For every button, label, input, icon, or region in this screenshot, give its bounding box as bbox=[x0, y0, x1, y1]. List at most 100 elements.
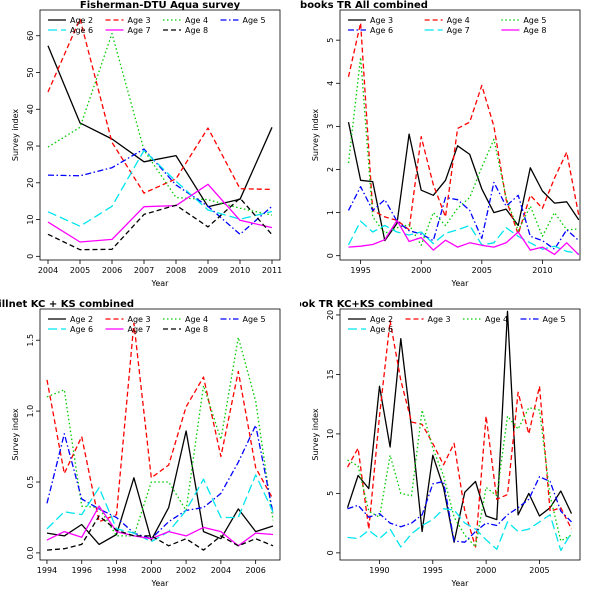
legend-label: Age 4 bbox=[447, 16, 470, 25]
x-tick-label: 1995 bbox=[350, 266, 370, 275]
chart-panel-3: ks Gillnet KC + KS combined 1994 1996 1998 2… bbox=[0, 299, 281, 588]
y-axis-title: Survey index bbox=[11, 408, 20, 461]
x-tick-label: 2000 bbox=[141, 566, 161, 575]
x-tick-label: 1994 bbox=[37, 566, 57, 575]
y-tick-label: 0 bbox=[26, 254, 35, 259]
panel-title: books TR All combined bbox=[300, 0, 428, 11]
series-line-age-2 bbox=[46, 430, 274, 546]
legend-label: Age 4 bbox=[185, 16, 208, 25]
plot-frame bbox=[339, 308, 581, 561]
series-line-age-3 bbox=[46, 322, 274, 523]
series-line-age-5 bbox=[46, 424, 274, 540]
y-tick-label: 0 bbox=[326, 253, 335, 258]
series-line-age-6 bbox=[347, 181, 580, 250]
x-tick-label: 2000 bbox=[476, 566, 496, 575]
y-tick-label: 5 bbox=[326, 38, 335, 43]
series-line-age-7 bbox=[47, 183, 273, 243]
x-tick-label: 1998 bbox=[106, 566, 126, 575]
series-line-age-8 bbox=[46, 515, 274, 551]
legend-label: Age 8 bbox=[185, 26, 208, 35]
legend-label: Age 3 bbox=[428, 315, 451, 324]
x-tick-label: 2006 bbox=[245, 566, 265, 575]
series-line-age-5 bbox=[347, 476, 572, 543]
y-tick-label: 2 bbox=[326, 167, 335, 172]
x-tick-label: 2010 bbox=[230, 266, 250, 275]
series-line-age-4 bbox=[347, 407, 572, 548]
plot-frame bbox=[39, 9, 281, 261]
legend-label: Age 6 bbox=[370, 26, 393, 35]
x-tick-label: 2005 bbox=[529, 566, 549, 575]
legend-label: Age 2 bbox=[70, 315, 93, 324]
x-axis-title: Year bbox=[451, 279, 470, 288]
x-tick-label: 2000 bbox=[411, 266, 431, 275]
series-line-age-6 bbox=[347, 508, 573, 552]
series-line-age-6 bbox=[46, 474, 274, 543]
series-line-age-7 bbox=[46, 505, 274, 547]
y-axis-title: Survey index bbox=[311, 109, 320, 162]
y-tick-label: 10 bbox=[326, 429, 335, 439]
legend-label: Age 4 bbox=[185, 315, 208, 324]
x-tick-label: 2011 bbox=[262, 266, 282, 275]
series-line-age-4 bbox=[46, 336, 274, 537]
series-line-age-3 bbox=[346, 320, 573, 548]
x-tick-label: 1995 bbox=[423, 566, 443, 575]
y-tick-label: 5 bbox=[326, 491, 335, 496]
y-tick-label: 10 bbox=[26, 214, 35, 224]
legend-label: Age 3 bbox=[128, 315, 151, 324]
y-tick-label: 15 bbox=[326, 369, 335, 379]
series-line-age-4 bbox=[347, 22, 580, 235]
series-line-age-3 bbox=[347, 121, 580, 242]
series-line-age-2 bbox=[47, 45, 273, 208]
legend-label: Age 7 bbox=[128, 325, 151, 334]
legend-label: Age 7 bbox=[128, 26, 151, 35]
x-tick-label: 2006 bbox=[102, 266, 122, 275]
y-tick-label: 3 bbox=[326, 124, 335, 129]
y-axis-title: Survey index bbox=[11, 109, 20, 162]
y-tick-label: 20 bbox=[26, 178, 35, 188]
series-line-age-6 bbox=[47, 149, 273, 227]
x-tick-label: 2009 bbox=[198, 266, 218, 275]
chart-panel-2: books TR All combined 1995 2000 2005 2010 0 1 2… bbox=[300, 0, 581, 288]
x-tick-label: 2005 bbox=[70, 266, 90, 275]
x-tick-label: 1996 bbox=[72, 566, 92, 575]
y-tick-label: 40 bbox=[26, 104, 35, 114]
legend-label: Age 5 bbox=[243, 315, 266, 324]
y-tick-label: 0.5 bbox=[26, 476, 35, 489]
x-tick-label: 1990 bbox=[369, 566, 389, 575]
x-axis-title: Year bbox=[151, 279, 170, 288]
legend-label: Age 2 bbox=[70, 16, 93, 25]
legend-label: Age 6 bbox=[370, 325, 393, 334]
x-tick-label: 2004 bbox=[38, 266, 58, 275]
legend-label: Age 6 bbox=[70, 325, 93, 334]
y-tick-label: 1.0 bbox=[26, 405, 35, 418]
plot-frame bbox=[339, 9, 581, 261]
y-tick-label: 50 bbox=[26, 67, 35, 77]
series-line-age-8 bbox=[47, 197, 273, 251]
y-tick-label: 30 bbox=[26, 141, 35, 151]
x-axis-title: Year bbox=[451, 579, 470, 588]
x-tick-label: 2010 bbox=[532, 266, 552, 275]
legend-label: Age 5 bbox=[243, 16, 266, 25]
legend-label: Age 8 bbox=[185, 325, 208, 334]
y-tick-label: 1 bbox=[326, 210, 335, 215]
chart-panel-4: ook TR KC+KS combined 1990 1995 2000 2005 0 5 1… bbox=[295, 299, 581, 588]
legend-label: Age 8 bbox=[523, 26, 546, 35]
x-tick-label: 2005 bbox=[472, 266, 492, 275]
x-tick-label: 2007 bbox=[134, 266, 154, 275]
x-axis-title: Year bbox=[151, 579, 170, 588]
x-tick-label: 2004 bbox=[211, 566, 231, 575]
legend-label: Age 3 bbox=[370, 16, 393, 25]
y-tick-label: 4 bbox=[326, 81, 335, 86]
legend-label: Age 6 bbox=[70, 26, 93, 35]
y-tick-label: 1.5 bbox=[26, 334, 35, 347]
y-tick-label: 20 bbox=[326, 310, 335, 320]
panel-title: ook TR KC+KS combined bbox=[295, 299, 433, 310]
plot-frame bbox=[39, 308, 281, 561]
panel-title: Fisherman-DTU Aqua survey bbox=[80, 0, 241, 11]
series-line-age-5 bbox=[347, 56, 579, 246]
legend-label: Age 3 bbox=[128, 16, 151, 25]
legend-label: Age 4 bbox=[485, 315, 508, 324]
x-tick-label: 2002 bbox=[176, 566, 196, 575]
legend-label: Age 5 bbox=[543, 315, 566, 324]
